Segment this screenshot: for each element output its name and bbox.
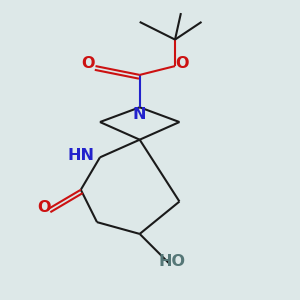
Text: O: O [37, 200, 51, 215]
Text: O: O [176, 56, 189, 70]
Text: O: O [81, 56, 95, 70]
Text: N: N [133, 107, 146, 122]
Text: HN: HN [67, 148, 94, 164]
Text: HO: HO [159, 254, 186, 269]
